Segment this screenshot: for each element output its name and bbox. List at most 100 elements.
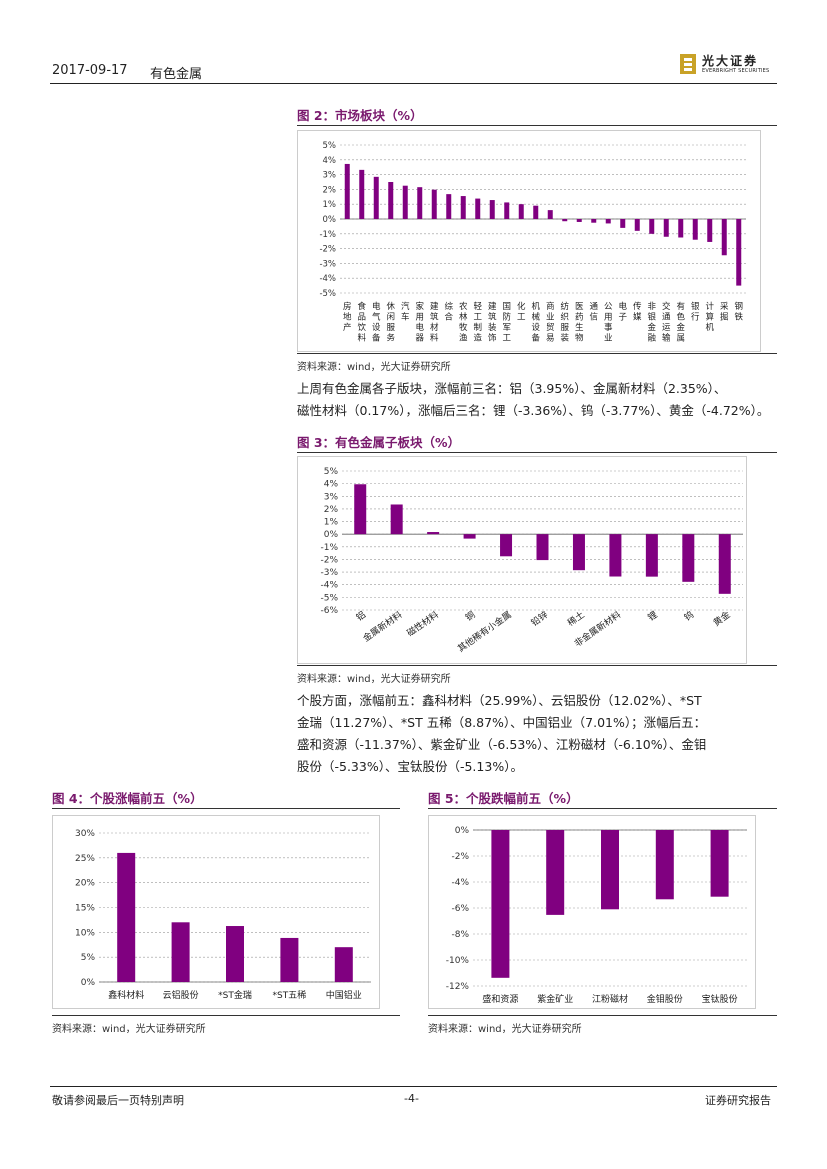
fig3-category-label: 稀土	[565, 609, 587, 629]
fig2-bar	[721, 219, 727, 256]
fig2-category-char: 公	[604, 302, 613, 312]
fig2-ytick-label: -5%	[319, 289, 336, 299]
fig2-category-char: 色	[676, 312, 685, 323]
fig2-category-char: 医	[575, 302, 584, 312]
fig2-category-char: 装	[488, 322, 497, 333]
fig2-category-char: 工	[517, 313, 526, 323]
fig2-ytick-label: -4%	[319, 274, 336, 284]
fig2-category-char: 地	[343, 312, 352, 323]
fig3-category-label: 金属新材料	[361, 609, 405, 645]
fig4-category-label: 云铝股份	[163, 989, 199, 1001]
fig2-category-char: 农	[459, 301, 468, 312]
fig2-category-char: 工	[473, 313, 482, 323]
fig4-category-label: *ST金瑞	[218, 989, 252, 1001]
fig2-category-label: 采掘	[720, 301, 729, 323]
fig4-ytick-label: 0%	[81, 978, 96, 988]
fig4-ytick-label: 25%	[75, 854, 95, 864]
fig2-ytick-label: 3%	[323, 171, 337, 181]
fig2-category-char: 金	[676, 322, 685, 333]
fig3-source: 资料来源：wind，光大证券研究所	[297, 674, 451, 685]
fig2-category-char: 行	[691, 312, 700, 323]
fig2-category-char: 物	[575, 333, 584, 344]
fig2-category-char: 金	[647, 322, 656, 333]
fig2-ytick-label: -1%	[319, 230, 336, 240]
fig2-category-char: 机	[705, 322, 714, 333]
fig2-bar	[605, 219, 611, 224]
fig3-bar	[500, 534, 513, 557]
fig5-ytick-label: -6%	[451, 904, 469, 914]
fig2-ytick-label: 5%	[323, 141, 337, 151]
fig3-category-label: 铝	[354, 609, 368, 624]
fig2-category-char: 机	[531, 301, 540, 312]
fig4-ytick-label: 15%	[75, 904, 95, 914]
fig2-category-label: 建筑材料	[430, 301, 439, 344]
fig2-category-char: 材	[430, 322, 439, 333]
fig2-bar	[692, 219, 698, 240]
fig2-category-char: 计	[705, 301, 714, 312]
fig4-ytick-label: 5%	[81, 953, 96, 963]
fig4-bar	[117, 852, 136, 982]
fig2-category-char: 有	[676, 301, 685, 312]
fig2-category-char: 铁	[734, 312, 743, 323]
fig2-category-label: 综合	[444, 301, 453, 323]
footer-report-type: 证券研究报告	[705, 1094, 771, 1107]
fig2-bar	[576, 219, 582, 222]
footer-divider	[50, 1086, 777, 1087]
fig2-category-char: 电	[415, 322, 424, 333]
fig3-ytick-label: 3%	[324, 492, 339, 502]
fig3-ytick-label: -6%	[320, 606, 338, 616]
fig5-category-label: 紫金矿业	[537, 993, 573, 1005]
fig2-category-char: 军	[502, 323, 511, 333]
para2-line4: 股份（-5.33%）、宝钛股份（-5.13%）。	[297, 759, 523, 774]
fig5-category-label: 江粉磁材	[592, 993, 628, 1005]
fig2-category-char: 采	[720, 301, 729, 312]
fig2-bar	[402, 185, 408, 219]
fig3-ytick-label: 4%	[324, 480, 339, 490]
fig4-ytick-label: 30%	[75, 829, 95, 839]
fig2-bar	[446, 194, 452, 219]
fig5-ytick-label: -2%	[451, 852, 469, 862]
fig2-category-char: 织	[560, 312, 569, 323]
fig2-bar	[707, 219, 713, 242]
fig2-ytick-label: 1%	[323, 200, 337, 210]
fig2-category-char: 融	[647, 333, 656, 344]
fig3-ytick-label: -1%	[320, 543, 338, 553]
fig4-title: 图 4：个股涨幅前五（%）	[52, 791, 203, 806]
fig2-category-char: 器	[415, 334, 424, 344]
fig2-category-label: 机械设备	[531, 301, 540, 344]
fig5-title: 图 5：个股跌幅前五（%）	[428, 791, 579, 806]
fig5-ytick-label: -12%	[446, 982, 470, 992]
fig3-ytick-label: -3%	[320, 568, 338, 578]
fig3-bar	[463, 534, 476, 539]
fig2-category-char: 传	[633, 301, 642, 312]
fig4-bar	[280, 937, 299, 982]
para2-line1: 个股方面，涨幅前五：鑫科材料（25.99%）、云铝股份（12.02%）、*ST	[297, 693, 702, 708]
fig3-category-label: 铅锌	[529, 609, 551, 629]
fig2-category-char: 建	[488, 301, 497, 312]
fig3-category-label: 磁性材料	[404, 609, 440, 639]
fig2-category-char: 媒	[633, 313, 642, 323]
fig3-title-rule	[297, 452, 777, 453]
fig2-category-char: 闲	[386, 313, 395, 323]
fig2-category-label: 有色金属	[676, 301, 685, 344]
fig5-bar	[710, 830, 729, 897]
fig2-category-char: 制	[473, 322, 482, 333]
fig2-bar	[518, 204, 524, 219]
para2-line3: 盛和资源（-11.37%）、紫金矿业（-6.53%）、江粉磁材（-6.10%）、…	[297, 737, 707, 752]
fig2-category-char: 料	[430, 333, 439, 344]
fig2-category-label: 房地产	[343, 301, 352, 333]
logo-text-cn: 光大证券	[702, 54, 759, 68]
fig2-category-label: 公用事业	[604, 302, 613, 344]
fig2-category-char: 银	[691, 301, 700, 312]
fig4-source-rule	[52, 1015, 400, 1016]
fig2-category-char: 业	[546, 312, 555, 323]
para1-line1: 上周有色金属各子版块，涨幅前三名：铝（3.95%）、金属新材料（2.35%）、	[297, 381, 727, 396]
fig4-chart-frame: 30% 25% 20% 15% 10% 5% 0% 鑫科材料 云铝股份 *ST金瑞 *ST五稀 中国铝…	[52, 815, 380, 1009]
fig2-category-char: 钢	[734, 301, 743, 312]
fig2-category-label: 交通运输	[662, 301, 671, 344]
fig2-bar	[678, 219, 684, 238]
fig2-category-char: 饰	[488, 333, 497, 344]
fig2-bar	[562, 219, 568, 222]
fig3-source-rule	[297, 665, 777, 666]
